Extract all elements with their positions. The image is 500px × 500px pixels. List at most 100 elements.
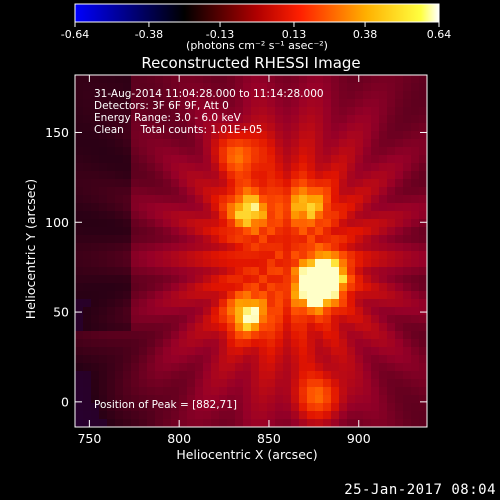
heatmap-cell	[99, 155, 108, 164]
heatmap-cell	[251, 131, 260, 140]
colorbar-tick-label: 0.38	[353, 28, 378, 41]
heatmap-cell	[139, 163, 148, 172]
heatmap-cell	[147, 395, 156, 404]
heatmap-cell	[147, 347, 156, 356]
heatmap-cell	[123, 115, 132, 124]
heatmap-cell	[323, 187, 332, 196]
heatmap-cell	[395, 275, 404, 284]
heatmap-cell	[227, 107, 236, 116]
heatmap-cell	[283, 363, 292, 372]
heatmap-cell	[75, 291, 84, 300]
heatmap-cell	[123, 123, 132, 132]
heatmap-cell	[115, 395, 124, 404]
heatmap-cell	[219, 99, 228, 108]
heatmap-cell	[187, 99, 196, 108]
heatmap-cell	[395, 107, 404, 116]
heatmap-cell	[115, 363, 124, 372]
heatmap-cell	[283, 123, 292, 132]
heatmap-cell	[331, 395, 340, 404]
heatmap-cell	[147, 203, 156, 212]
heatmap-cell	[387, 203, 396, 212]
heatmap-cell	[83, 123, 92, 132]
heatmap-cell	[123, 187, 132, 196]
heatmap-cell	[227, 363, 236, 372]
heatmap-cell	[339, 395, 348, 404]
heatmap-cell	[235, 107, 244, 116]
heatmap-cell	[363, 395, 372, 404]
heatmap-cell	[347, 179, 356, 188]
heatmap-cell	[395, 387, 404, 396]
heatmap-cell	[275, 179, 284, 188]
heatmap-cell	[147, 411, 156, 420]
heatmap-cell	[131, 291, 140, 300]
heatmap-cell	[99, 275, 108, 284]
heatmap-cell	[275, 291, 284, 300]
heatmap-cell	[155, 115, 164, 124]
heatmap-cell	[211, 91, 220, 100]
heatmap-cell	[331, 195, 340, 204]
heatmap-cell	[155, 259, 164, 268]
heatmap-cell	[163, 227, 172, 236]
heatmap-cell	[123, 315, 132, 324]
colorbar-units-label: (photons cm⁻² s⁻¹ asec⁻²)	[186, 39, 328, 52]
heatmap-cell	[419, 299, 427, 308]
heatmap-cell	[411, 83, 420, 92]
heatmap-cell	[283, 251, 292, 260]
heatmap-cell	[203, 75, 212, 84]
heatmap-cell	[211, 379, 220, 388]
heatmap-cell	[211, 131, 220, 140]
heatmap-cell	[171, 179, 180, 188]
heatmap-cell	[211, 371, 220, 380]
heatmap-cell	[227, 139, 236, 148]
heatmap-cell	[195, 115, 204, 124]
heatmap-cell	[339, 275, 348, 284]
heatmap-cell	[75, 283, 84, 292]
heatmap-cell	[403, 131, 412, 140]
heatmap-cell	[195, 91, 204, 100]
heatmap-cell	[179, 147, 188, 156]
heatmap-cell	[219, 395, 228, 404]
heatmap-cell	[211, 163, 220, 172]
heatmap-cell	[299, 235, 308, 244]
heatmap-cell	[107, 267, 116, 276]
heatmap-cell	[163, 115, 172, 124]
heatmap-cell	[171, 155, 180, 164]
heatmap-cell	[283, 195, 292, 204]
heatmap-cell	[291, 291, 300, 300]
heatmap-cell	[419, 283, 427, 292]
heatmap-cell	[403, 291, 412, 300]
heatmap-cell	[123, 267, 132, 276]
heatmap-cell	[163, 243, 172, 252]
heatmap-cell	[83, 411, 92, 420]
heatmap-cell	[131, 331, 140, 340]
heatmap-cell	[83, 147, 92, 156]
heatmap-cell	[235, 75, 244, 84]
heatmap-cell	[395, 403, 404, 412]
heatmap-cell	[363, 259, 372, 268]
heatmap-cell	[195, 403, 204, 412]
heatmap-cell	[155, 171, 164, 180]
heatmap-cell	[259, 267, 268, 276]
heatmap-cell	[115, 91, 124, 100]
heatmap-cell	[347, 243, 356, 252]
heatmap-cell	[83, 243, 92, 252]
heatmap-cell	[195, 155, 204, 164]
heatmap-cell	[211, 307, 220, 316]
heatmap-cell	[355, 387, 364, 396]
heatmap-cell	[107, 123, 116, 132]
heatmap-cell	[251, 251, 260, 260]
heatmap-cell	[227, 179, 236, 188]
heatmap-cell	[131, 115, 140, 124]
heatmap-cell	[139, 419, 148, 427]
heatmap-cell	[91, 267, 100, 276]
heatmap-cell	[147, 299, 156, 308]
heatmap-cell	[251, 179, 260, 188]
heatmap-cell	[131, 371, 140, 380]
heatmap-cell	[251, 243, 260, 252]
heatmap-cell	[251, 347, 260, 356]
heatmap-cell	[235, 195, 244, 204]
heatmap-cell	[91, 315, 100, 324]
heatmap-cell	[243, 203, 252, 212]
heatmap-cell	[147, 99, 156, 108]
heatmap-cell	[131, 131, 140, 140]
